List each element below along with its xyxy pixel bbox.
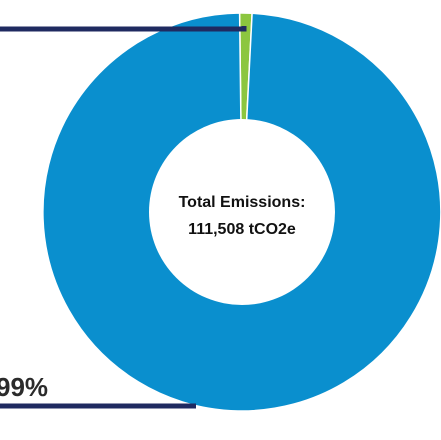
leader-layer xyxy=(0,26,247,409)
leader-line-small-slice xyxy=(0,26,247,32)
center-label-title: Total Emissions: xyxy=(179,194,306,211)
center-label-value: 111,508 tCO2e xyxy=(188,221,296,238)
large-slice-label: 99% xyxy=(0,372,48,402)
donut-hole xyxy=(149,119,335,305)
